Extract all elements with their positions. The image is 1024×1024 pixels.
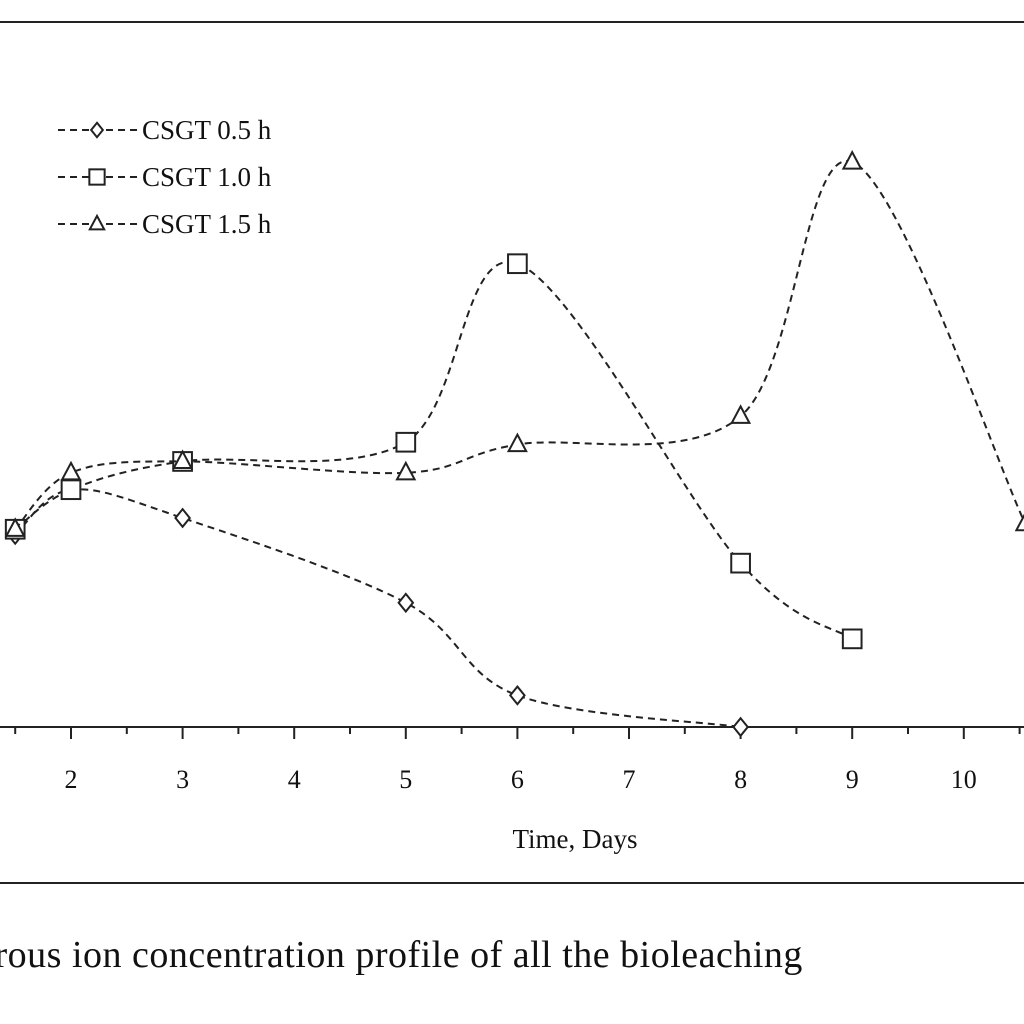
x-tick-label: 6: [511, 765, 524, 794]
diamond-marker: [397, 592, 415, 614]
triangle-marker: [4, 517, 26, 537]
x-tick-label: 4: [288, 765, 301, 794]
diamond-marker: [732, 716, 750, 738]
triangle-marker: [730, 404, 752, 424]
triangle-marker: [1014, 513, 1024, 532]
square-marker: [730, 552, 751, 574]
legend-label: CSGT 1.0 h: [142, 162, 272, 192]
triangle-marker: [506, 432, 528, 453]
diamond-marker: [174, 507, 192, 529]
legend: CSGT 0.5 h CSGT 1.0 h CSGT 1.5 h: [58, 115, 272, 239]
series-line: [14, 261, 853, 640]
x-axis-tick-labels: 2 3 4 5 6 7 8 9 10: [65, 765, 977, 794]
x-tick-label: 3: [176, 765, 189, 794]
figure-caption: errous ion concentration profile of all …: [0, 933, 1024, 1003]
triangle-marker: [60, 460, 82, 481]
square-marker: [507, 253, 528, 275]
series-layer: [4, 149, 1024, 738]
square-marker: [60, 479, 82, 501]
x-tick-label: 9: [846, 765, 859, 794]
square-marker: [395, 431, 417, 453]
x-tick-label: 2: [65, 765, 78, 794]
caption-text: errous ion concentration profile of all …: [0, 934, 803, 976]
x-tick-label: 7: [623, 765, 636, 794]
legend-label: CSGT 1.5 h: [142, 209, 272, 239]
x-axis-ticks: [14, 727, 1021, 739]
legend-label: CSGT 0.5 h: [142, 115, 272, 145]
triangle-marker: [88, 213, 106, 231]
square-marker: [88, 168, 106, 186]
triangle-marker: [395, 460, 417, 481]
triangle-marker: [841, 149, 863, 170]
diamond-marker: [89, 121, 105, 139]
x-tick-label: 8: [734, 765, 747, 794]
diamond-marker: [508, 684, 526, 706]
series-square: [4, 253, 863, 650]
series-line: [14, 160, 1024, 530]
square-marker: [841, 628, 863, 650]
legend-item: CSGT 1.5 h: [58, 209, 272, 239]
x-tick-label: 5: [399, 765, 412, 794]
x-axis-title: Time, Days: [512, 824, 637, 854]
triangle-marker: [172, 449, 194, 470]
legend-item: CSGT 0.5 h: [58, 115, 272, 145]
series-diamond: [6, 479, 750, 738]
series-line: [14, 488, 741, 728]
legend-item: CSGT 1.0 h: [58, 162, 272, 192]
series-triangle: [4, 149, 1024, 537]
x-tick-label: 10: [951, 765, 977, 794]
